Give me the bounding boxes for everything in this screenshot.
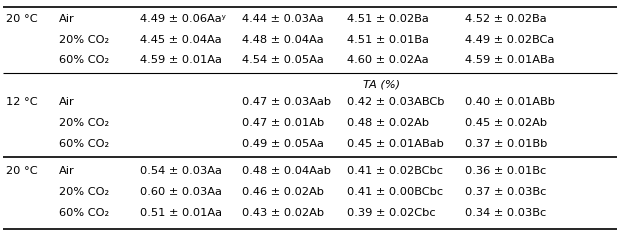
Text: 0.40 ± 0.01ABb: 0.40 ± 0.01ABb <box>465 97 555 107</box>
Text: TA (%): TA (%) <box>363 80 400 89</box>
Text: 20% CO₂: 20% CO₂ <box>59 34 109 45</box>
Text: 0.42 ± 0.03ABCb: 0.42 ± 0.03ABCb <box>347 97 445 107</box>
Text: 0.47 ± 0.01Ab: 0.47 ± 0.01Ab <box>242 118 324 128</box>
Text: 0.43 ± 0.02Ab: 0.43 ± 0.02Ab <box>242 208 324 218</box>
Text: 60% CO₂: 60% CO₂ <box>59 139 109 149</box>
Text: 4.48 ± 0.04Aa: 4.48 ± 0.04Aa <box>242 34 324 45</box>
Text: 4.45 ± 0.04Aa: 4.45 ± 0.04Aa <box>140 34 221 45</box>
Text: 4.51 ± 0.01Ba: 4.51 ± 0.01Ba <box>347 34 429 45</box>
Text: 20 °C: 20 °C <box>6 14 38 24</box>
Text: 4.51 ± 0.02Ba: 4.51 ± 0.02Ba <box>347 14 429 24</box>
Text: 20% CO₂: 20% CO₂ <box>59 118 109 128</box>
Text: 0.34 ± 0.03Bc: 0.34 ± 0.03Bc <box>465 208 546 218</box>
Text: 4.49 ± 0.06Aaʸ: 4.49 ± 0.06Aaʸ <box>140 14 226 24</box>
Text: 0.48 ± 0.04Aab: 0.48 ± 0.04Aab <box>242 166 331 176</box>
Text: 60% CO₂: 60% CO₂ <box>59 208 109 218</box>
Text: 0.46 ± 0.02Ab: 0.46 ± 0.02Ab <box>242 187 324 197</box>
Text: 0.45 ± 0.02Ab: 0.45 ± 0.02Ab <box>465 118 547 128</box>
Text: 0.45 ± 0.01ABab: 0.45 ± 0.01ABab <box>347 139 444 149</box>
Text: 20% CO₂: 20% CO₂ <box>59 187 109 197</box>
Text: Air: Air <box>59 166 74 176</box>
Text: 0.51 ± 0.01Aa: 0.51 ± 0.01Aa <box>140 208 221 218</box>
Text: 4.59 ± 0.01ABa: 4.59 ± 0.01ABa <box>465 55 555 65</box>
Text: 0.41 ± 0.00BCbc: 0.41 ± 0.00BCbc <box>347 187 443 197</box>
Text: 0.36 ± 0.01Bc: 0.36 ± 0.01Bc <box>465 166 546 176</box>
Text: 20 °C: 20 °C <box>6 166 38 176</box>
Text: 4.44 ± 0.03Aa: 4.44 ± 0.03Aa <box>242 14 324 24</box>
Text: 12 °C: 12 °C <box>6 97 38 107</box>
Text: 0.47 ± 0.03Aab: 0.47 ± 0.03Aab <box>242 97 331 107</box>
Text: 4.54 ± 0.05Aa: 4.54 ± 0.05Aa <box>242 55 324 65</box>
Text: 0.60 ± 0.03Aa: 0.60 ± 0.03Aa <box>140 187 221 197</box>
Text: 0.54 ± 0.03Aa: 0.54 ± 0.03Aa <box>140 166 221 176</box>
Text: 0.39 ± 0.02Cbc: 0.39 ± 0.02Cbc <box>347 208 436 218</box>
Text: Air: Air <box>59 14 74 24</box>
Text: 4.49 ± 0.02BCa: 4.49 ± 0.02BCa <box>465 34 554 45</box>
Text: 0.37 ± 0.01Bb: 0.37 ± 0.01Bb <box>465 139 547 149</box>
Text: 4.52 ± 0.02Ba: 4.52 ± 0.02Ba <box>465 14 547 24</box>
Text: 4.60 ± 0.02Aa: 4.60 ± 0.02Aa <box>347 55 429 65</box>
Text: 60% CO₂: 60% CO₂ <box>59 55 109 65</box>
Text: 4.59 ± 0.01Aa: 4.59 ± 0.01Aa <box>140 55 221 65</box>
Text: 0.48 ± 0.02Ab: 0.48 ± 0.02Ab <box>347 118 429 128</box>
Text: 0.37 ± 0.03Bc: 0.37 ± 0.03Bc <box>465 187 546 197</box>
Text: 0.49 ± 0.05Aa: 0.49 ± 0.05Aa <box>242 139 324 149</box>
Text: 0.41 ± 0.02BCbc: 0.41 ± 0.02BCbc <box>347 166 443 176</box>
Text: Air: Air <box>59 97 74 107</box>
